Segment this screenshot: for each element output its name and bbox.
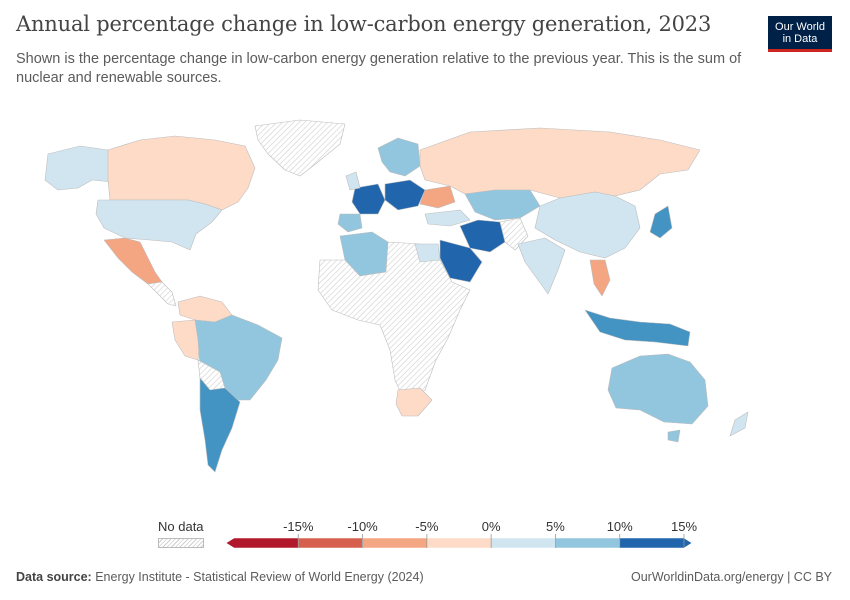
region-indonesia[interactable] — [584, 309, 691, 347]
region-tasmania[interactable] — [667, 429, 681, 443]
region-ukraine[interactable] — [419, 185, 456, 209]
data-source-label: Data source: — [16, 570, 92, 584]
region-argentina[interactable] — [199, 377, 241, 473]
region-africa[interactable] — [317, 241, 471, 403]
region-australia[interactable] — [607, 353, 709, 425]
region-spain[interactable] — [337, 213, 363, 233]
region-egypt[interactable] — [414, 243, 441, 263]
legend-tick-label: -5% — [415, 519, 439, 534]
region-russia[interactable] — [419, 127, 701, 199]
data-source: Data source: Energy Institute - Statisti… — [16, 570, 424, 584]
region-central-europe[interactable] — [384, 179, 426, 211]
legend-bin-1 — [297, 537, 363, 549]
legend-bin-7 — [619, 537, 693, 549]
legend-tick-label: 15% — [671, 519, 697, 534]
region-alaska[interactable] — [44, 145, 113, 191]
region-uk[interactable] — [345, 171, 361, 191]
legend-tick-label: 0% — [482, 519, 501, 534]
region-central-america[interactable] — [147, 281, 177, 307]
legend-tick-label: -10% — [347, 519, 378, 534]
legend-tick-label: -15% — [283, 519, 314, 534]
region-canada[interactable] — [107, 135, 256, 211]
region-kazakhstan[interactable] — [464, 189, 541, 221]
region-china[interactable] — [534, 191, 641, 259]
legend-bin-3 — [426, 537, 492, 549]
owid-logo[interactable]: Our World in Data — [768, 16, 832, 52]
region-india[interactable] — [517, 237, 566, 295]
region-japan[interactable] — [649, 205, 673, 239]
legend-bin-0 — [225, 537, 299, 549]
region-turkey[interactable] — [424, 209, 471, 227]
world-map — [44, 119, 749, 473]
region-south-africa[interactable] — [395, 387, 433, 417]
region-france[interactable] — [351, 183, 386, 215]
region-vietnam[interactable] — [589, 259, 611, 297]
legend-no-data-label: No data — [158, 519, 204, 534]
color-legend: -15% -10% -5% 0% 5% 10% 15% — [225, 519, 697, 549]
data-source-text: Energy Institute - Statistical Review of… — [95, 570, 424, 584]
legend-bin-5 — [555, 537, 621, 549]
legend-no-data-swatch — [158, 538, 204, 548]
region-new-zealand[interactable] — [729, 411, 749, 437]
chart-title: Annual percentage change in low-carbon e… — [16, 12, 712, 36]
region-mexico[interactable] — [103, 237, 163, 285]
logo-line-1: Our World — [775, 20, 825, 33]
region-greenland[interactable] — [254, 119, 346, 177]
chart-subtitle: Shown is the percentage change in low-ca… — [16, 51, 742, 86]
region-scandinavia[interactable] — [377, 137, 421, 177]
legend-tick-label: 10% — [607, 519, 633, 534]
legend-tick-label: 5% — [546, 519, 565, 534]
region-usa[interactable] — [95, 199, 223, 251]
legend-bin-2 — [362, 537, 428, 549]
url-license[interactable]: OurWorldinData.org/energy | CC BY — [630, 570, 832, 584]
logo-line-2: in Data — [782, 32, 818, 45]
legend-bin-4 — [490, 537, 556, 549]
